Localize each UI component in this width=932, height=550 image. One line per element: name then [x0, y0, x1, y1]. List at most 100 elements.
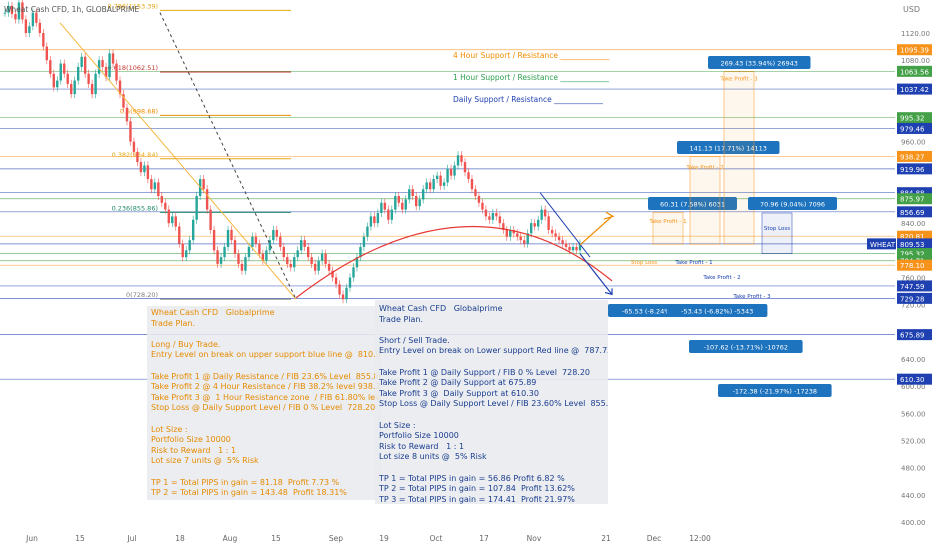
candle-body	[38, 22, 42, 33]
candle-body	[90, 83, 94, 95]
price-tick: 400.00	[901, 519, 926, 527]
price-tick: 600.00	[901, 383, 926, 391]
candle-body	[484, 209, 488, 217]
candle-body	[474, 189, 477, 196]
candle-body	[164, 202, 167, 210]
candle-body	[31, 12, 35, 27]
candle-body	[132, 141, 136, 152]
candle-body	[543, 209, 547, 217]
target-label: 60.31 (7.58%) 6031	[660, 201, 725, 209]
candle-body	[418, 199, 421, 207]
target-zone	[723, 71, 755, 245]
candle-body	[185, 250, 188, 258]
candle-body	[442, 182, 446, 186]
candle-body	[94, 73, 97, 95]
time-tick: 15	[75, 534, 85, 543]
candle-body	[509, 229, 512, 237]
candle-body	[108, 53, 111, 78]
candle-body	[359, 246, 362, 258]
time-tick: Nov	[527, 534, 542, 543]
candle-body	[237, 253, 240, 264]
price-tag-bg	[897, 65, 932, 77]
candle-body	[272, 229, 275, 241]
target-zone	[689, 156, 721, 245]
candle-body	[254, 236, 258, 244]
candle-body	[10, 5, 14, 14]
price-tag: 1063.56	[900, 68, 929, 76]
candle-body	[265, 250, 268, 261]
candle-body	[390, 209, 394, 220]
candle-body	[568, 246, 571, 251]
candle-body	[470, 179, 474, 190]
target-label-box	[667, 304, 768, 317]
candle-body	[387, 209, 390, 220]
price-tick: 440.00	[901, 492, 926, 500]
symbol-tag: WHEAT	[870, 241, 896, 249]
candle-body	[261, 253, 265, 261]
price-tick: 960.00	[901, 139, 926, 147]
candle-body	[505, 229, 509, 237]
candle-body	[139, 162, 143, 173]
candle-body	[530, 223, 533, 234]
long-arrow-head	[603, 211, 615, 220]
candle-body	[411, 189, 414, 196]
candle-body	[7, 5, 10, 13]
price-tag: 856.69	[900, 209, 925, 217]
fib-label: 0(728.20)	[126, 291, 158, 299]
price-axis[interactable]: 1120.001080.001000.00960.00880.00840.007…	[867, 0, 932, 550]
candle-body	[397, 196, 400, 203]
price-tag-bg	[897, 280, 932, 292]
candle-body	[491, 212, 495, 220]
candle-body	[352, 267, 355, 278]
price-tag: 919.96	[900, 166, 925, 174]
short-trade-plan: Wheat Cash CFD Globalprime Trade Plan. S…	[375, 300, 608, 504]
target-label-box	[718, 384, 832, 397]
candle-body	[115, 63, 118, 81]
fib-label: 0.618(1062.51)	[107, 64, 158, 72]
price-tag-bg	[897, 292, 932, 304]
candle-body	[219, 257, 223, 264]
candle-body	[73, 80, 76, 95]
candle-body	[59, 63, 62, 81]
candle-body	[550, 229, 554, 234]
price-tag-bg	[897, 259, 932, 271]
price-tag: 979.46	[900, 125, 925, 133]
candle-body	[519, 236, 522, 241]
symbol-title: Wheat Cash CFD, 1h, GLOBALPRIME	[4, 5, 139, 14]
target-tag: Take Profit - 2	[702, 275, 740, 281]
target-boxes: Take Profit - 1 60.31 (7.58%) 6031 Take Pr…	[608, 56, 837, 397]
target-tag: Take Profit - 3	[719, 77, 758, 83]
price-tag-bg	[897, 150, 932, 162]
candle-body	[547, 216, 550, 230]
price-tick: 640.00	[901, 356, 926, 364]
candle-body	[205, 189, 209, 210]
fib-retracement: 0.786(1153.39) 0.618(1062.51) 0.5(998.68) 0…	[107, 2, 291, 300]
candle-body	[289, 263, 292, 268]
candle-body	[456, 155, 460, 166]
time-tick: Aug	[223, 534, 238, 543]
time-axis[interactable]: Jun 15 Jul 18 Aug 15 Sep 19 Oct 17 Nov 21 Dec 12:00	[25, 534, 711, 543]
support-resistance-legend: 4 Hour Support / Resistance ____________…	[453, 51, 609, 104]
price-tag-bg	[897, 44, 932, 56]
target-label: 269.43 (33.94%) 26943	[721, 60, 798, 68]
candle-body	[104, 66, 108, 78]
time-tick: 15	[271, 534, 281, 543]
time-tick: 18	[175, 534, 185, 543]
candle-body	[247, 246, 251, 258]
short-arrow	[579, 253, 613, 295]
target-tag: Take Profit - 3	[732, 294, 771, 300]
price-tag-bg	[897, 248, 932, 260]
candle-body	[512, 229, 515, 234]
candle-body	[561, 240, 564, 244]
candle-body	[66, 73, 69, 84]
legend-item: 1 Hour Support / Resistance ____________…	[453, 73, 609, 82]
candle-body	[171, 216, 174, 224]
candle-body	[526, 233, 529, 244]
candle-body	[488, 216, 491, 220]
time-tick: 12:00	[689, 534, 711, 543]
fib-label: 0.382(934.84)	[112, 151, 158, 159]
fib-label: 0.5(998.68)	[120, 107, 158, 115]
candle-body	[366, 226, 369, 237]
candle-body	[24, 19, 28, 33]
